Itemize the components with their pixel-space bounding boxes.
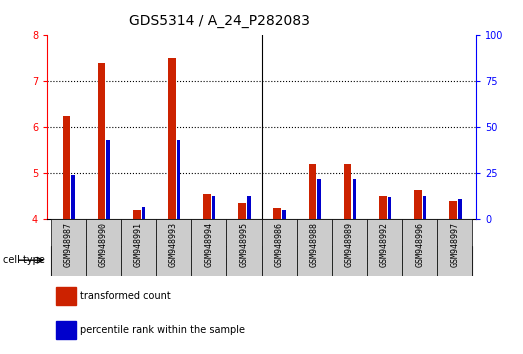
Bar <box>344 164 351 219</box>
Bar <box>247 195 251 219</box>
Bar <box>317 179 321 219</box>
Text: GSM948997: GSM948997 <box>450 222 459 267</box>
Text: GSM948994: GSM948994 <box>204 222 213 267</box>
Bar <box>51 246 262 276</box>
Bar <box>238 203 246 219</box>
Bar <box>63 116 70 219</box>
Text: GSM948991: GSM948991 <box>134 222 143 267</box>
Bar <box>437 219 472 276</box>
Bar <box>156 219 191 276</box>
Bar <box>262 219 297 276</box>
Bar <box>297 219 332 276</box>
Bar <box>212 195 215 219</box>
Text: GSM948990: GSM948990 <box>99 222 108 267</box>
Text: GDS5314 / A_24_P282083: GDS5314 / A_24_P282083 <box>129 14 310 28</box>
Text: percentile rank within the sample: percentile rank within the sample <box>79 325 245 335</box>
Bar <box>262 246 472 276</box>
Bar <box>423 195 426 219</box>
Bar <box>282 210 286 219</box>
Bar <box>55 287 76 306</box>
Bar <box>51 219 86 276</box>
Text: GSM948986: GSM948986 <box>275 222 283 267</box>
Bar <box>142 207 145 219</box>
Bar <box>414 189 422 219</box>
Bar <box>402 219 437 276</box>
Bar <box>379 196 386 219</box>
Bar <box>309 164 316 219</box>
Bar <box>203 194 211 219</box>
Text: GSM948992: GSM948992 <box>380 222 389 267</box>
Text: GSM948993: GSM948993 <box>169 222 178 267</box>
Bar <box>107 140 110 219</box>
Text: cell type: cell type <box>3 255 44 265</box>
Text: multinucleated giant cells: multinucleated giant cells <box>299 256 435 266</box>
Bar <box>353 179 356 219</box>
Bar <box>86 219 121 276</box>
Bar <box>55 321 76 339</box>
Bar <box>388 198 391 219</box>
Text: transformed count: transformed count <box>79 291 170 302</box>
Bar <box>133 210 141 219</box>
Bar <box>71 175 75 219</box>
Bar <box>367 219 402 276</box>
Bar <box>449 201 457 219</box>
Text: GSM948996: GSM948996 <box>415 222 424 267</box>
Bar <box>458 199 461 219</box>
Bar <box>121 219 156 276</box>
Bar <box>98 63 106 219</box>
Bar <box>226 219 262 276</box>
Text: GSM948995: GSM948995 <box>240 222 248 267</box>
Text: GSM948987: GSM948987 <box>64 222 73 267</box>
Bar <box>332 219 367 276</box>
Bar <box>177 140 180 219</box>
Text: placental CD14+ macrophage: placental CD14+ macrophage <box>77 256 235 266</box>
Bar <box>168 58 176 219</box>
Bar <box>191 219 226 276</box>
Text: GSM948989: GSM948989 <box>345 222 354 267</box>
Bar <box>274 208 281 219</box>
Text: GSM948988: GSM948988 <box>310 222 319 267</box>
